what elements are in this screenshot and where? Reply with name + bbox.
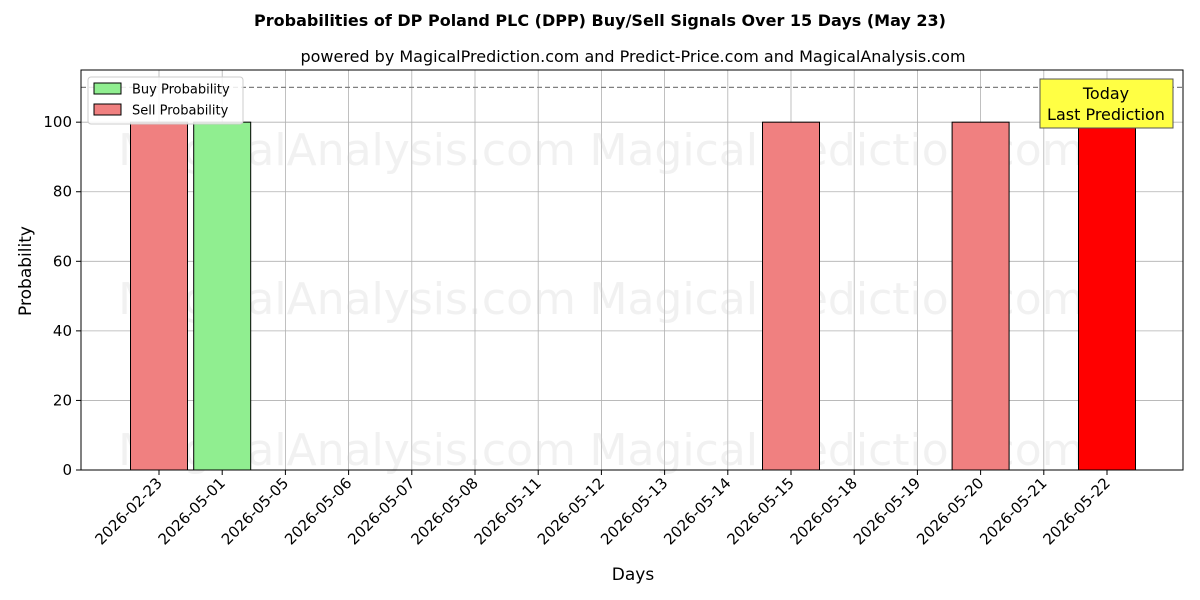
y-tick-label: 40 (53, 322, 72, 340)
y-tick-label: 100 (43, 113, 72, 131)
watermark-text: MagicalPrediction.com (590, 125, 1085, 176)
annotation-box (1039, 78, 1174, 129)
annotation-text: Last Prediction (1047, 105, 1165, 124)
x-axis-label: Days (612, 565, 655, 585)
chart-title: Probabilities of DP Poland PLC (DPP) Buy… (254, 11, 946, 30)
annotation-text: Today (1082, 84, 1129, 103)
y-axis-label: Probability (16, 226, 36, 316)
y-tick-label: 0 (62, 461, 72, 479)
legend-swatch (93, 103, 122, 116)
y-tick-label: 80 (53, 183, 72, 201)
legend-box (87, 76, 244, 125)
sell-bar (762, 121, 820, 471)
legend: Buy Probability Sell Probability (87, 76, 244, 125)
chart-subtitle: powered by MagicalPrediction.com and Pre… (300, 47, 965, 66)
y-tick-label: 60 (53, 252, 72, 270)
annotation: Today Last Prediction (1039, 78, 1174, 129)
sell-bar (130, 121, 188, 471)
legend-label: Buy Probability (132, 83, 230, 98)
watermark-text: MagicalPrediction.com (590, 274, 1085, 325)
buy-bar (193, 121, 252, 471)
legend-label: Sell Probability (132, 104, 229, 119)
sell-bar (1078, 121, 1136, 471)
plot-frame (80, 69, 1184, 471)
sell-bar (951, 121, 1010, 471)
y-tick-label: 20 (53, 391, 72, 409)
legend-swatch (93, 82, 122, 95)
watermark-text: MagicalPrediction.com (590, 425, 1085, 476)
